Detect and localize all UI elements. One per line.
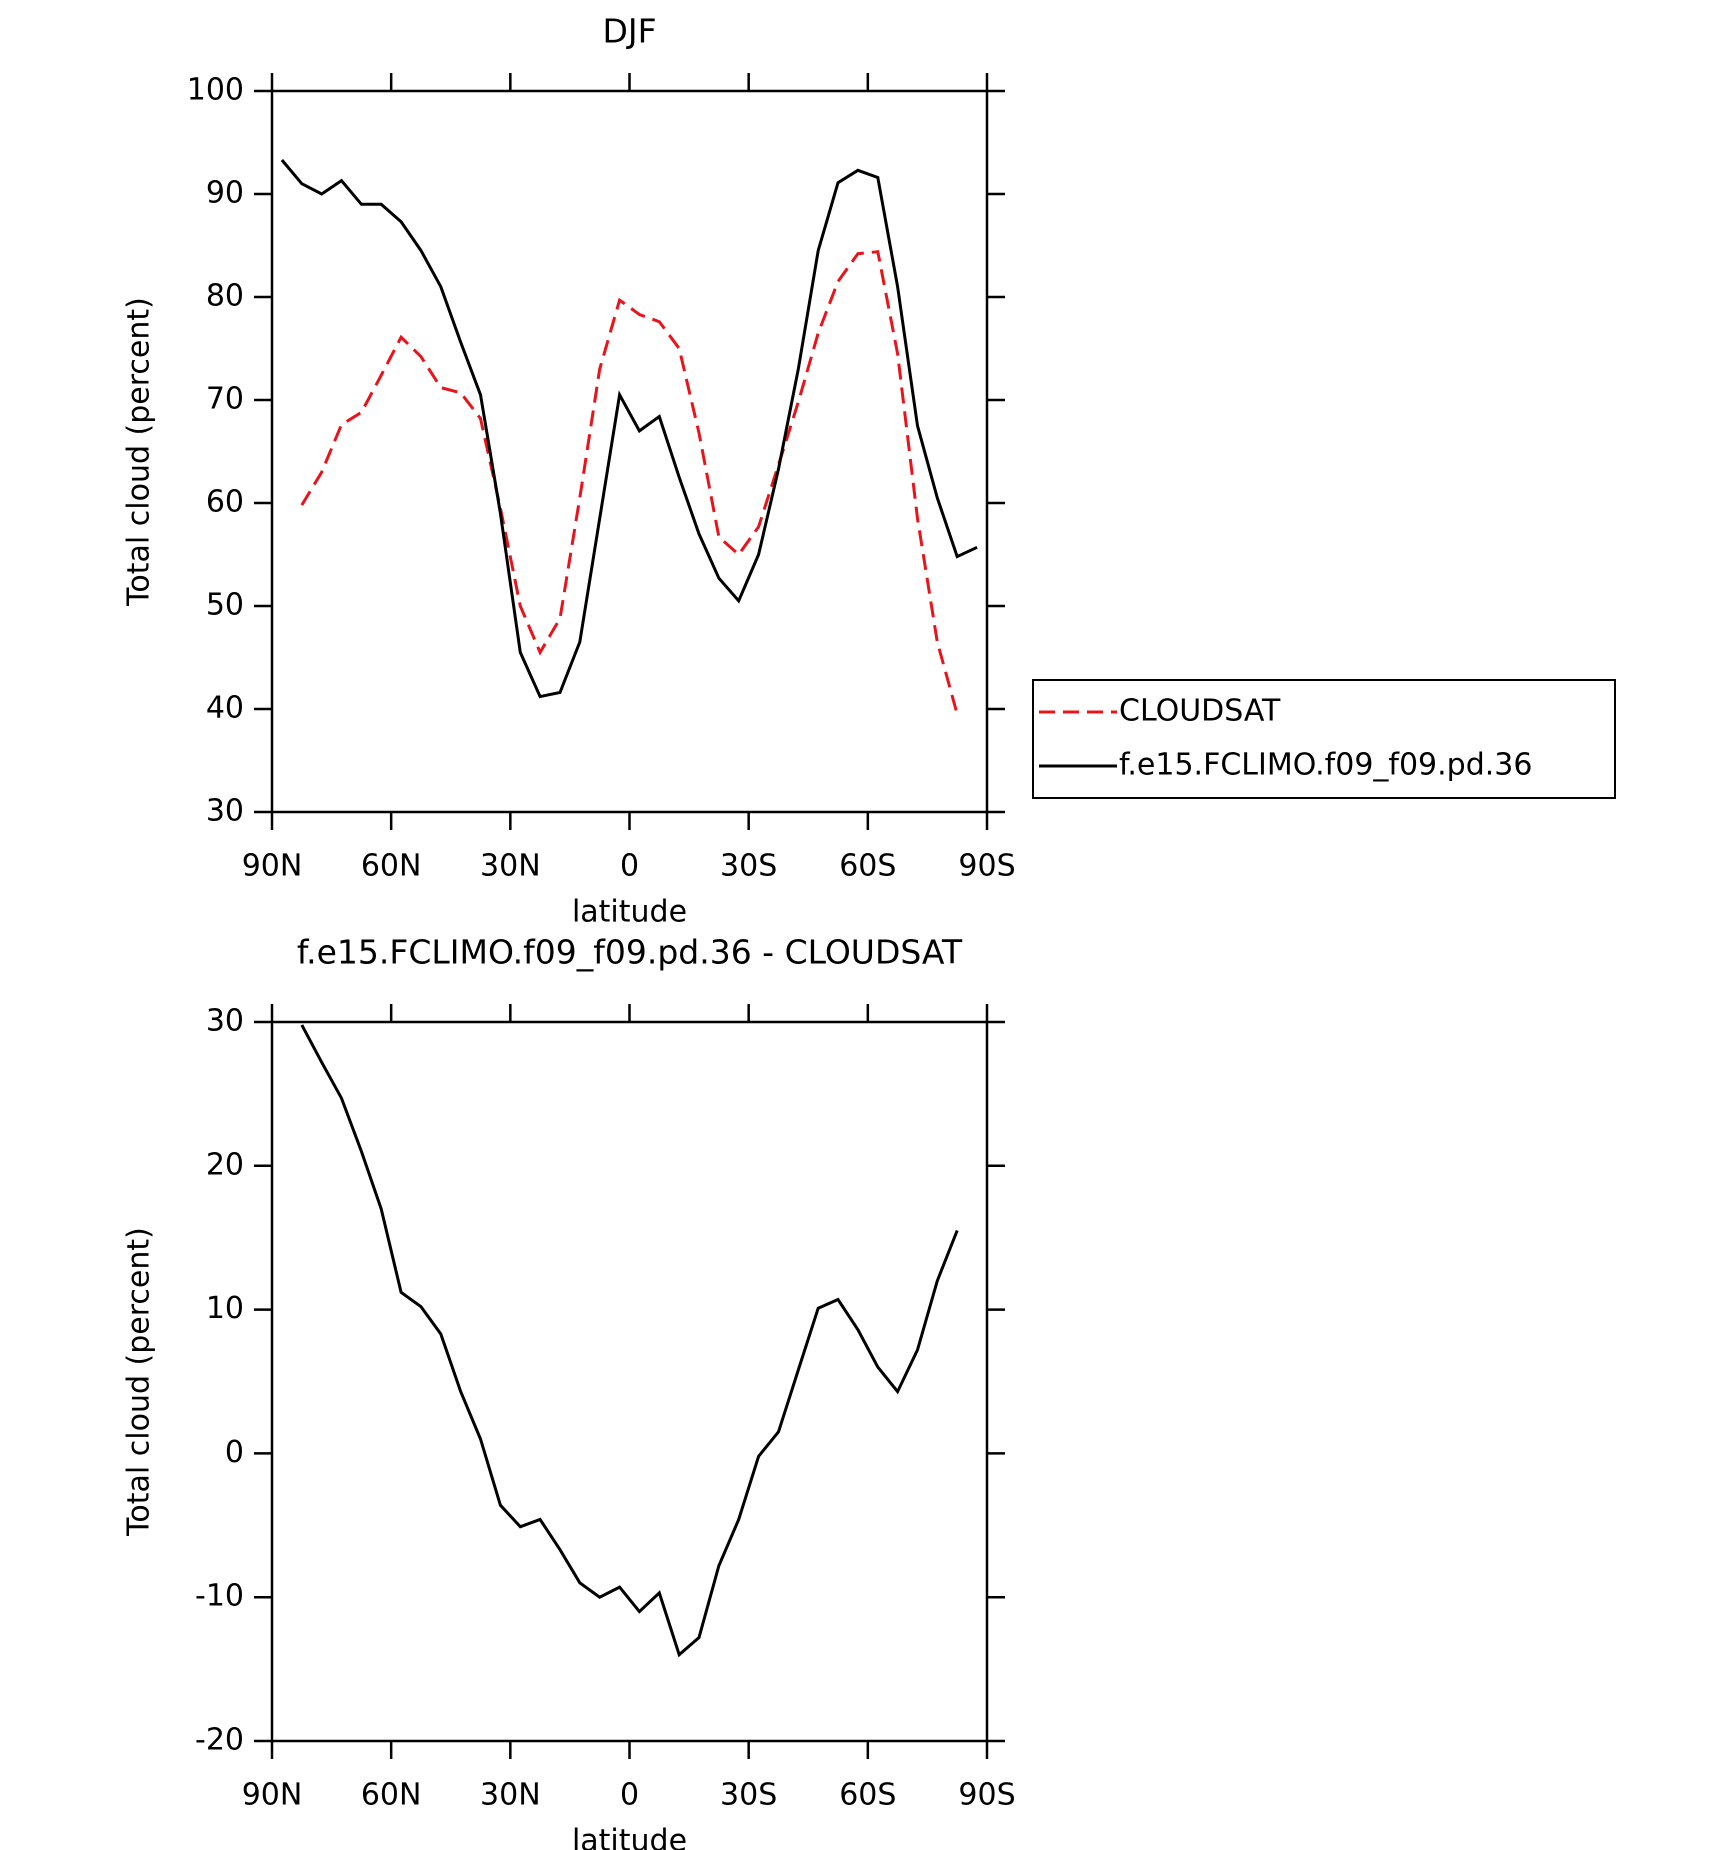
y-tick-label: 20 [206, 1147, 244, 1182]
y-tick-label: 60 [206, 485, 244, 520]
x-tick-label: 0 [620, 1778, 639, 1813]
plot-frame [270, 1020, 989, 1743]
y-tick-label: 10 [206, 1291, 244, 1326]
x-axis-label: latitude [572, 895, 687, 930]
x-tick-label: 90S [958, 849, 1015, 884]
x-tick-label: 90S [958, 1778, 1015, 1813]
x-tick-label: 60N [361, 1778, 422, 1813]
y-tick-label: 80 [206, 279, 244, 314]
x-tick-label: 30N [480, 849, 541, 884]
y-tick-label: -20 [195, 1723, 244, 1758]
y-axis-label: Total cloud (percent) [122, 1227, 157, 1537]
chart: DJF 90N 60N 30N 0 30S 60S 90S 30 40 50 60 70 80 90 100 l… [122, 12, 1616, 930]
legend-label: f.e15.FCLIMO.f09_f09.pd.36 [1119, 748, 1532, 783]
y-tick-label: 30 [206, 794, 244, 829]
y-tick-label: 30 [206, 1004, 244, 1039]
data-line [280, 159, 978, 699]
x-tick-label: 30S [720, 849, 777, 884]
x-tick-label: 90N [242, 1778, 303, 1813]
chart-title: DJF [602, 12, 656, 51]
y-tick-label: 40 [206, 691, 244, 726]
y-tick-label: 50 [206, 588, 244, 623]
y-tick-label: -10 [195, 1579, 244, 1614]
x-tick-label: 60N [361, 849, 422, 884]
data-line [300, 250, 959, 715]
chart-title: f.e15.FCLIMO.f09_f09.pd.36 - CLOUDSAT [297, 933, 963, 972]
x-tick-label: 0 [620, 849, 639, 884]
y-tick-label: 0 [225, 1435, 244, 1470]
x-tick-label: 90N [242, 849, 303, 884]
data-line [300, 1024, 959, 1658]
x-tick-label: 30N [480, 1778, 541, 1813]
y-axis-label: Total cloud (percent) [122, 297, 157, 607]
plot-frame [270, 89, 989, 814]
legend-box [1032, 679, 1616, 799]
x-tick-label: 60S [839, 1778, 896, 1813]
x-axis-label: latitude [572, 1824, 687, 1850]
chart: f.e15.FCLIMO.f09_f09.pd.36 - CLOUDSAT 90N… [122, 933, 1016, 1850]
x-tick-label: 30S [720, 1778, 777, 1813]
x-tick-label: 60S [839, 849, 896, 884]
y-tick-label: 100 [187, 73, 244, 108]
legend-label: CLOUDSAT [1119, 694, 1281, 729]
y-tick-label: 70 [206, 382, 244, 417]
y-tick-label: 90 [206, 176, 244, 211]
